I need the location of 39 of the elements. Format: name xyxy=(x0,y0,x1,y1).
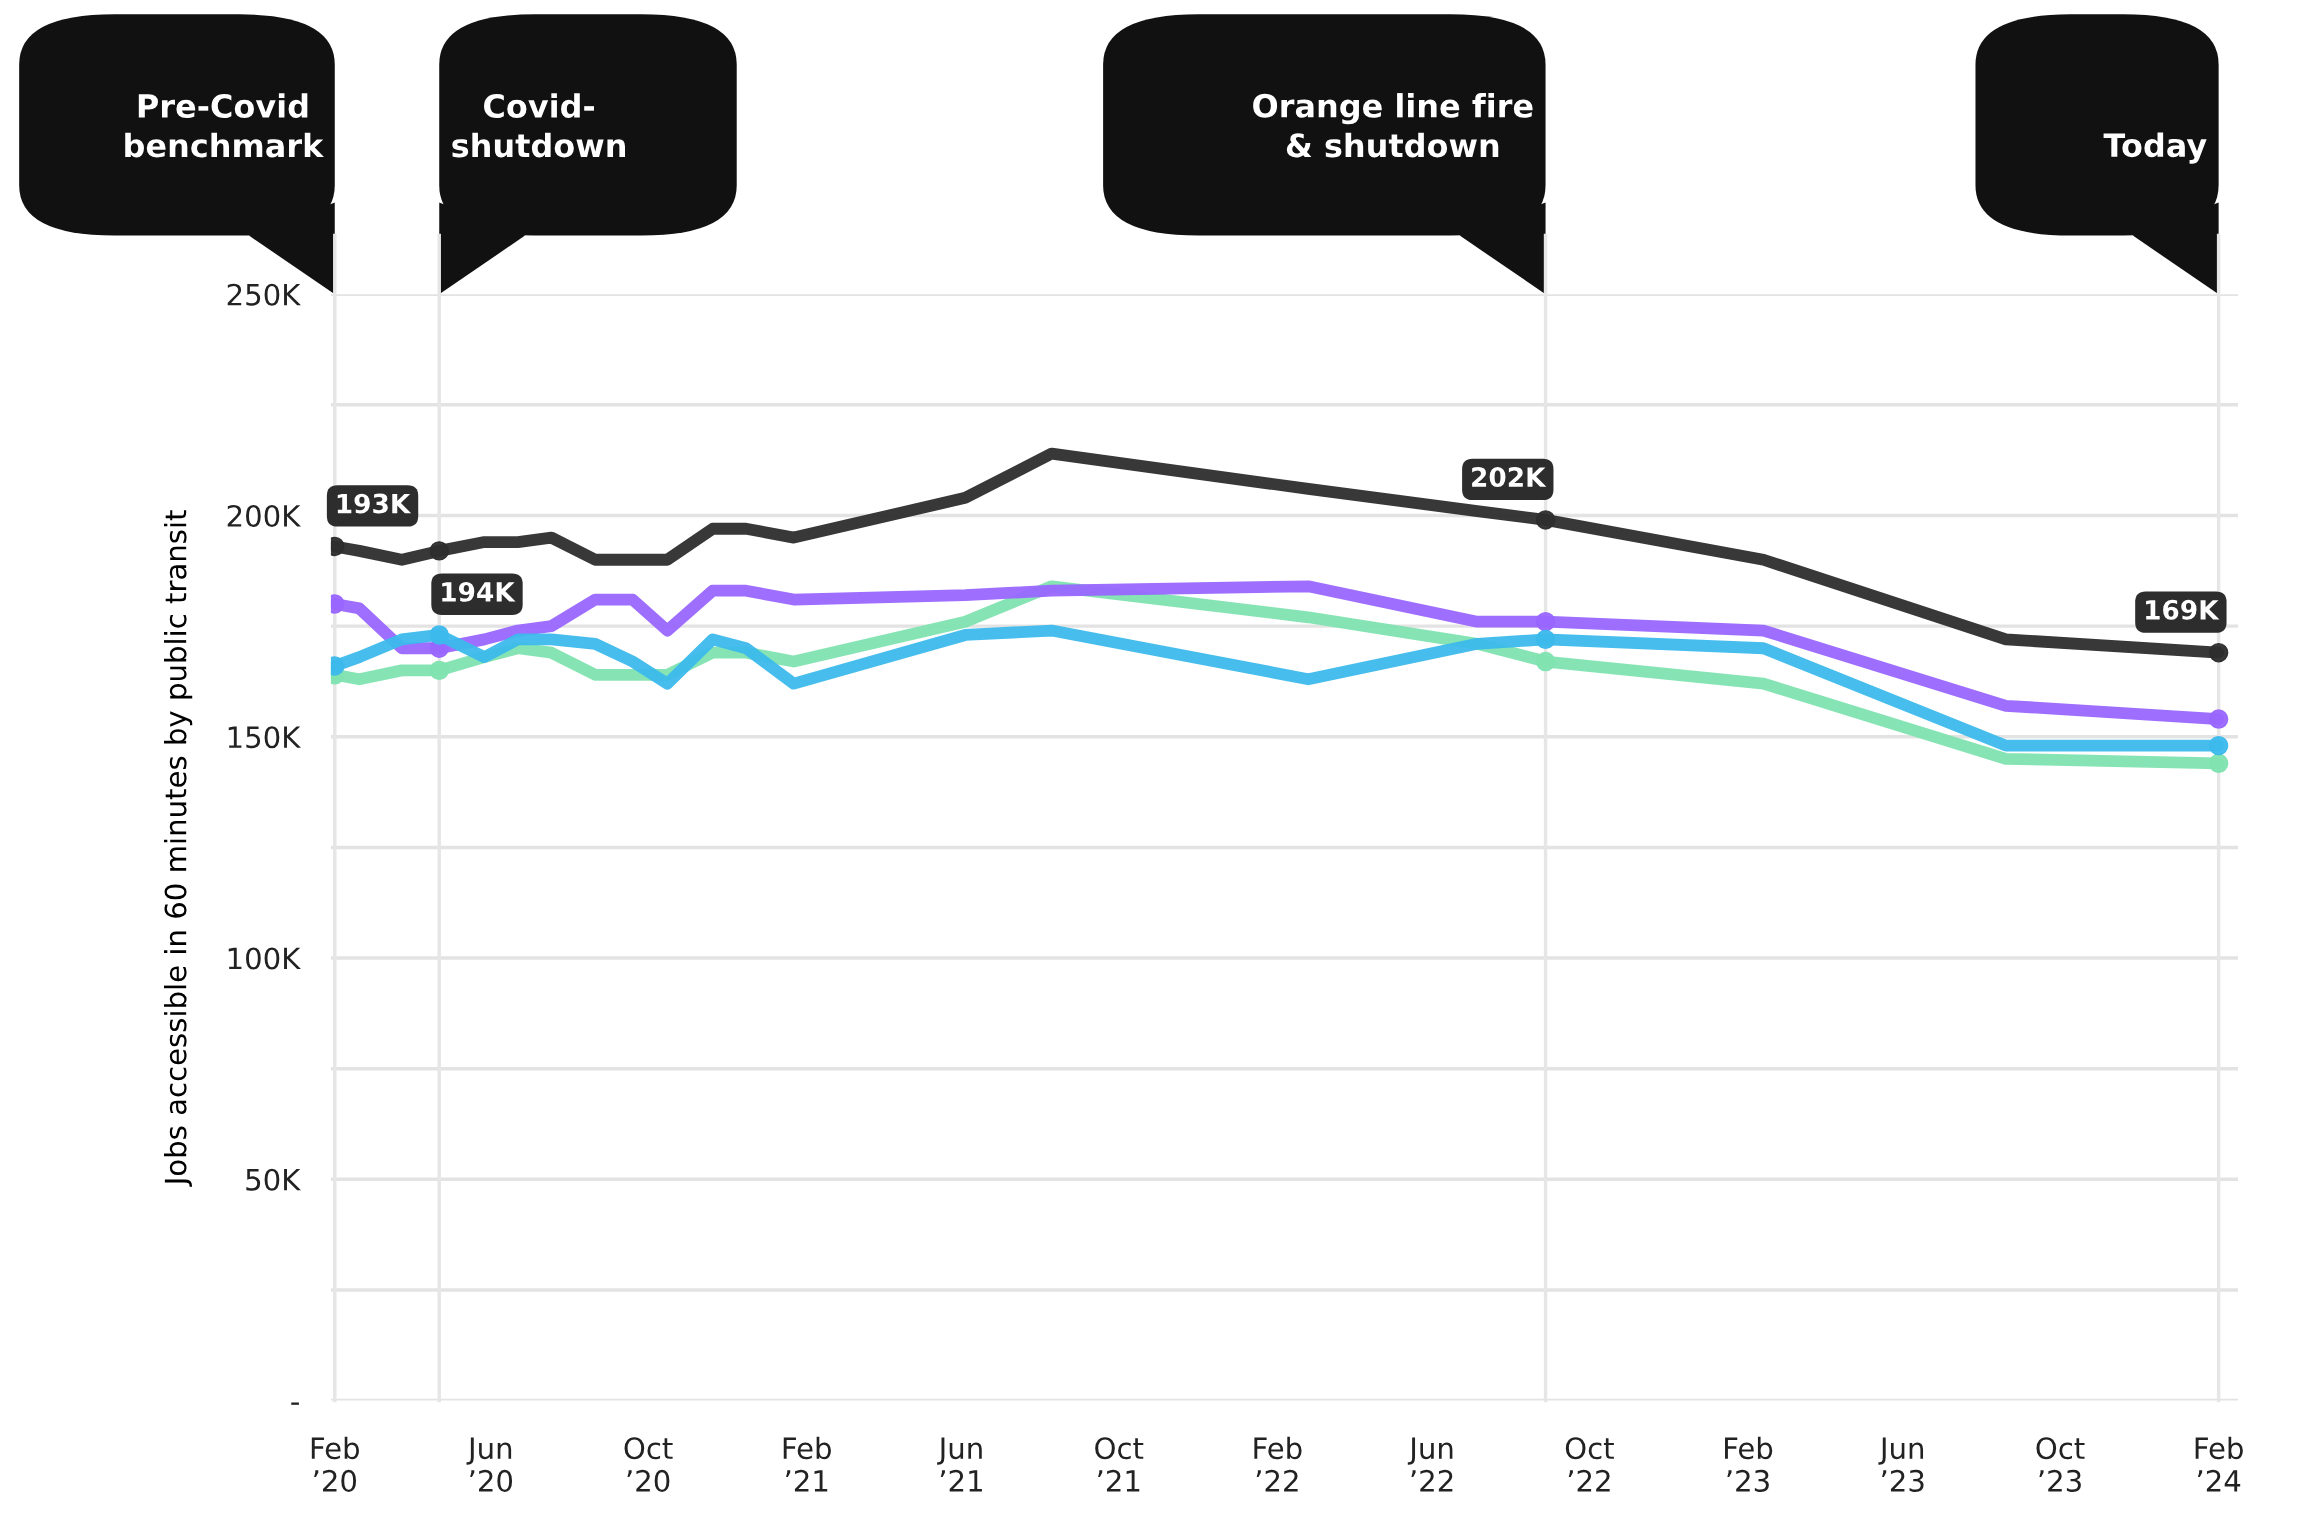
y-tick-label: 150K xyxy=(228,726,301,749)
ref-line-label: Covid- shutdown xyxy=(452,93,625,158)
y-tick-label: 50K xyxy=(246,1168,301,1191)
y-tick-label: - xyxy=(291,1402,299,1405)
point xyxy=(429,541,449,561)
x-tick-label: Oct ’23 xyxy=(2036,1437,2085,1492)
x-tick-label: Jun ’21 xyxy=(937,1437,982,1492)
y-tick-label: 100K xyxy=(228,947,301,970)
x-tick-label: Feb ’21 xyxy=(783,1436,831,1492)
y-tick-label: 250K xyxy=(227,283,301,306)
ref-line-label: Pre-Covid benchmark xyxy=(125,93,324,158)
x-tick-label: Oct ’21 xyxy=(1095,1437,1144,1492)
annotation: 194K xyxy=(442,581,516,602)
annotation: 193K xyxy=(337,493,412,514)
x-tick-label: Feb ’22 xyxy=(1254,1436,1302,1492)
x-tick-label: Feb ’23 xyxy=(1725,1436,1773,1492)
x-tick-label: Jun ’20 xyxy=(466,1437,513,1492)
point xyxy=(2208,642,2229,663)
x-tick-label: Feb ’20 xyxy=(311,1436,359,1492)
point xyxy=(1535,510,1556,530)
point xyxy=(1535,611,1556,632)
point xyxy=(2208,709,2229,729)
point xyxy=(429,625,449,645)
y-axis-title: Jobs accessible in 60 minutes by public transit xyxy=(164,510,193,1187)
point xyxy=(2208,753,2229,774)
point xyxy=(1535,629,1556,650)
x-tick-label: Oct ’20 xyxy=(624,1437,673,1492)
x-tick-label: Jun ’22 xyxy=(1407,1437,1453,1492)
point xyxy=(1535,651,1556,672)
point xyxy=(429,660,449,681)
point xyxy=(2208,735,2229,756)
x-tick-label: Feb ’24 xyxy=(2195,1436,2243,1492)
annotation: 169K xyxy=(2146,599,2220,620)
x-tick-label: Oct ’22 xyxy=(1565,1437,1614,1492)
x-tick-label: Jun ’23 xyxy=(1878,1437,1924,1492)
annotation: 202K xyxy=(1472,467,1547,488)
ref-line-label: Today xyxy=(2103,132,2207,164)
ref-line-label: Orange line fire & shutdown xyxy=(1253,93,1533,158)
y-tick-label: 200K xyxy=(227,504,301,527)
